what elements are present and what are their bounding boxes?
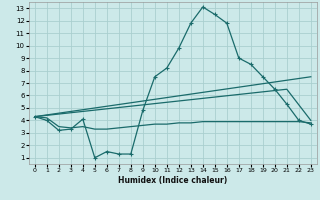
X-axis label: Humidex (Indice chaleur): Humidex (Indice chaleur)	[118, 176, 228, 185]
